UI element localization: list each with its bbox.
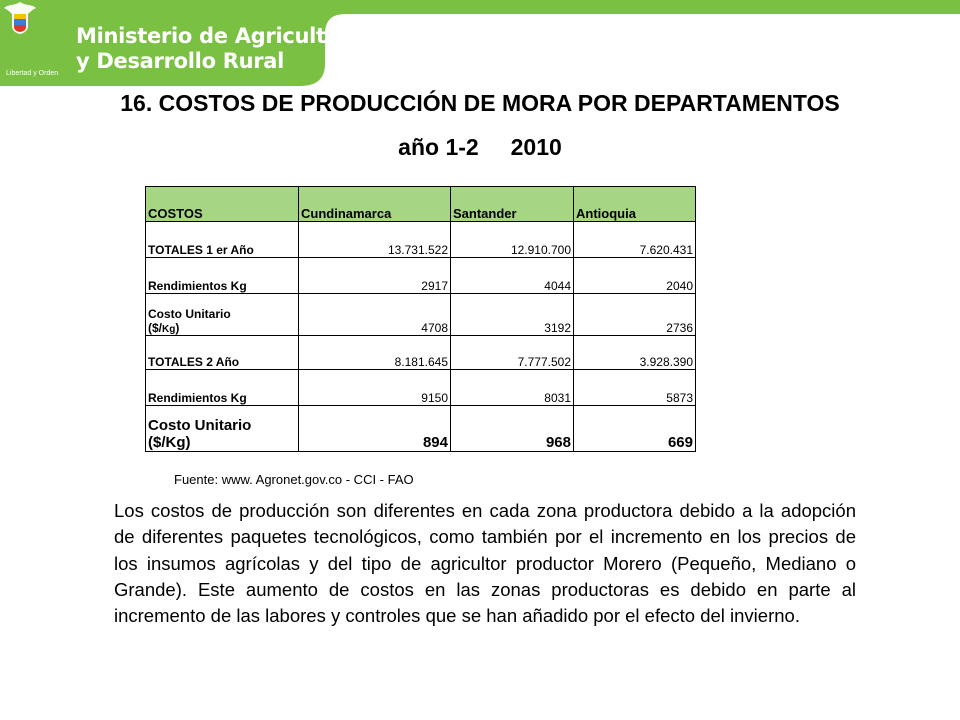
table-cell: 8031 xyxy=(450,369,574,406)
table-cell: 669 xyxy=(573,405,696,452)
table-cell: 3192 xyxy=(450,293,574,336)
table-cell: 2917 xyxy=(298,257,451,294)
column-header-costos: COSTOS xyxy=(145,186,299,222)
row-label: Costo Unitario ($/Kg) xyxy=(145,293,299,336)
row-label: Rendimientos Kg xyxy=(145,369,299,406)
table-cell: 5873 xyxy=(573,369,696,406)
costs-table: COSTOS Cundinamarca Santander Antioquia … xyxy=(145,186,696,452)
row-label-unit: Kg xyxy=(162,324,176,335)
table-cell: 968 xyxy=(450,405,574,452)
table-row: Costo Unitario ($/Kg) 4708 3192 2736 xyxy=(145,293,696,336)
row-label: Rendimientos Kg xyxy=(145,257,299,294)
page-subtitle: año 1-2 2010 xyxy=(398,134,562,160)
table-cell: 2040 xyxy=(573,257,696,294)
table-cell: 7.777.502 xyxy=(450,335,574,370)
row-label-line2: ($/Kg) xyxy=(148,434,191,451)
row-label: TOTALES 1 er Año xyxy=(145,221,299,258)
ministry-name-line1: Ministerio de Agricultura xyxy=(76,24,365,48)
ministry-name-line2: y Desarrollo Rural xyxy=(76,49,285,73)
table-cell: 2736 xyxy=(573,293,696,336)
row-label-line2: ($/Kg) xyxy=(148,321,296,335)
table-row: Costo Unitario ($/Kg) 894 968 669 xyxy=(145,405,696,452)
coat-of-arms-icon xyxy=(4,2,36,34)
ministry-logo-text: Ministerio de Agricultura y Desarrollo R… xyxy=(76,24,365,74)
table-cell: 4708 xyxy=(298,293,451,336)
table-cell: 3.928.390 xyxy=(573,335,696,370)
crest-motto: Libertad y Orden xyxy=(6,70,59,77)
table-cell: 4044 xyxy=(450,257,574,294)
row-label-unit-prefix: ($/ xyxy=(148,321,163,335)
table-cell: 894 xyxy=(298,405,451,452)
table-header-row: COSTOS Cundinamarca Santander Antioquia xyxy=(145,186,696,222)
header-background xyxy=(0,0,960,86)
column-header-antioquia: Antioquia xyxy=(573,186,696,222)
page-title: 16. COSTOS DE PRODUCCIÓN DE MORA POR DEP… xyxy=(120,90,840,116)
table-cell: 9150 xyxy=(298,369,451,406)
row-label: Costo Unitario ($/Kg) xyxy=(145,405,299,452)
source-note: Fuente: www. Agronet.gov.co - CCI - FAO xyxy=(174,472,414,487)
column-header-santander: Santander xyxy=(450,186,574,222)
body-paragraph: Los costos de producción son diferentes … xyxy=(114,500,856,627)
row-label-unit-close: ) xyxy=(175,321,180,335)
row-label: TOTALES 2 Año xyxy=(145,335,299,370)
column-header-cundinamarca: Cundinamarca xyxy=(298,186,451,222)
table-row: Rendimientos Kg 2917 4044 2040 xyxy=(145,257,696,294)
table-row: TOTALES 1 er Año 13.731.522 12.910.700 7… xyxy=(145,221,696,258)
table-cell: 13.731.522 xyxy=(298,221,451,258)
table-cell: 7.620.431 xyxy=(573,221,696,258)
table-cell: 12.910.700 xyxy=(450,221,574,258)
table-row: Rendimientos Kg 9150 8031 5873 xyxy=(145,369,696,406)
row-label-line1: Costo Unitario xyxy=(148,417,252,434)
row-label-line1: Costo Unitario xyxy=(148,307,231,321)
table-cell: 8.181.645 xyxy=(298,335,451,370)
table-row: TOTALES 2 Año 8.181.645 7.777.502 3.928.… xyxy=(145,335,696,370)
header-bar: Libertad y Orden Ministerio de Agricultu… xyxy=(0,0,960,86)
